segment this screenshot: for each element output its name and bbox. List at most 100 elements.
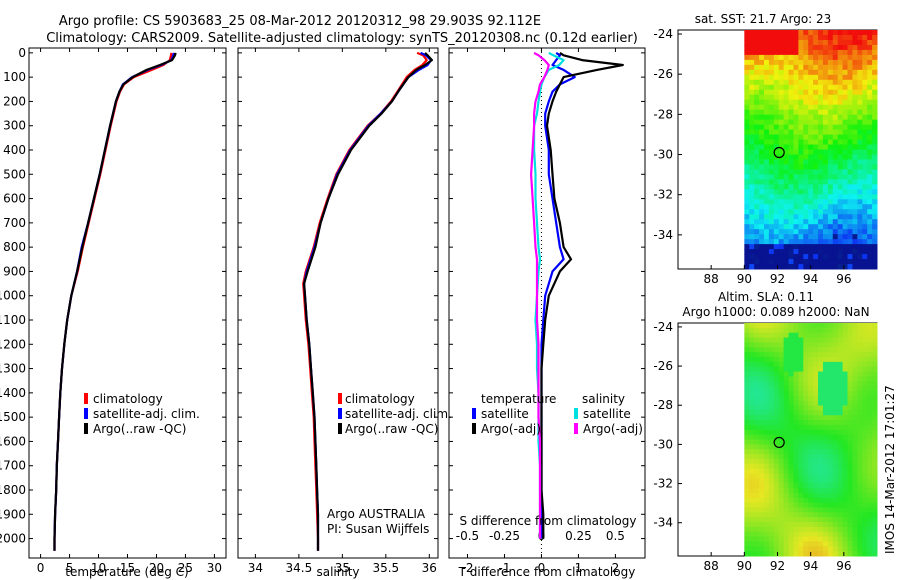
map-cell: [827, 473, 834, 479]
map-cell: [852, 337, 858, 343]
map-cell: [788, 159, 794, 165]
map-cell: [857, 342, 863, 348]
y-tick-label: 2000: [0, 532, 26, 546]
map-cell: [749, 74, 755, 81]
map-cell: [862, 129, 868, 136]
map-cell: [852, 169, 858, 175]
map-cell: [798, 342, 804, 348]
map-cell: [783, 99, 790, 106]
map-cell: [759, 34, 765, 41]
map-cell: [808, 154, 814, 160]
map-cell: [872, 139, 878, 146]
diff-legend-swatch-t-argo: [472, 423, 476, 434]
map-cell: [867, 79, 873, 86]
map-cell: [783, 502, 790, 508]
map-cell: [813, 139, 819, 146]
map-cell: [872, 551, 878, 557]
map-cell: [832, 531, 839, 538]
map-cell: [822, 134, 829, 141]
map-cell: [759, 39, 765, 46]
map-cell: [754, 424, 760, 431]
map-cell: [749, 531, 755, 538]
map-cell: [759, 356, 765, 363]
map-cell: [768, 259, 775, 265]
map-cell: [862, 184, 868, 190]
map-cell: [872, 214, 878, 220]
map-cell: [847, 429, 853, 436]
map-cell: [749, 347, 755, 353]
map-cell: [803, 259, 809, 265]
map-cell: [768, 356, 775, 363]
map-cell: [749, 323, 755, 329]
map-cell: [867, 179, 873, 185]
map-cell: [783, 194, 790, 200]
map-cell: [837, 347, 844, 353]
map-cell: [788, 219, 794, 225]
map-cell: [862, 429, 868, 436]
map-cell: [872, 366, 878, 373]
map-cell: [857, 49, 863, 56]
annotation-argo-australia: Argo AUSTRALIA: [327, 507, 426, 521]
map-cell: [763, 454, 770, 460]
map-cell: [768, 79, 775, 86]
map-cell: [754, 337, 760, 343]
map-cell: [803, 371, 809, 377]
map-cell: [852, 323, 858, 329]
map-cell: [749, 551, 755, 557]
map-cell: [773, 94, 780, 101]
map-cell: [818, 371, 824, 377]
map-cell: [803, 109, 809, 116]
map-cell: [872, 149, 878, 155]
map-cell: [818, 104, 824, 111]
map-cell: [852, 439, 858, 445]
map-cell: [857, 526, 863, 533]
map-cell: [862, 254, 868, 260]
map-cell: [867, 244, 873, 250]
map-cell: [793, 405, 799, 411]
map-cell: [768, 174, 775, 180]
map-cell: [813, 468, 819, 474]
map-cell: [759, 209, 765, 215]
map-cell: [872, 541, 878, 547]
map-cell: [813, 449, 819, 455]
map-cell: [837, 483, 844, 489]
map-cell: [798, 144, 804, 150]
map-cell: [744, 30, 750, 36]
map-cell: [754, 371, 760, 377]
map-cell: [837, 134, 844, 141]
map-cell: [857, 224, 863, 230]
map-cell: [857, 219, 863, 225]
map-cell: [862, 154, 868, 160]
map-cell: [867, 444, 873, 450]
map-cell: [832, 434, 839, 440]
map-cell: [842, 169, 849, 175]
map-cell: [813, 512, 819, 518]
map-cell: [867, 109, 873, 116]
map-cell: [744, 522, 750, 528]
map-x-tick-label: 90: [737, 559, 752, 573]
map-cell: [842, 454, 849, 460]
map-cell: [749, 84, 755, 91]
map-cell: [837, 381, 844, 387]
map-cell: [852, 381, 858, 387]
map-cell: [867, 381, 873, 387]
map-cell: [857, 488, 863, 494]
map-cell: [768, 59, 775, 66]
map-cell: [867, 44, 873, 51]
map-cell: [763, 468, 770, 474]
map-cell: [852, 526, 858, 533]
map-cell: [847, 444, 853, 450]
map-cell: [808, 415, 814, 421]
map-cell: [847, 124, 853, 131]
map-cell: [768, 488, 775, 494]
map-cell: [862, 59, 868, 66]
map-cell: [793, 386, 799, 392]
map-cell: [832, 386, 839, 392]
map-cell: [862, 497, 868, 504]
map-cell: [862, 410, 868, 416]
map-cell: [808, 502, 814, 508]
map-cell: [749, 139, 755, 146]
map-cell: [788, 49, 794, 56]
map-cell: [763, 109, 770, 116]
map-cell: [822, 332, 829, 339]
